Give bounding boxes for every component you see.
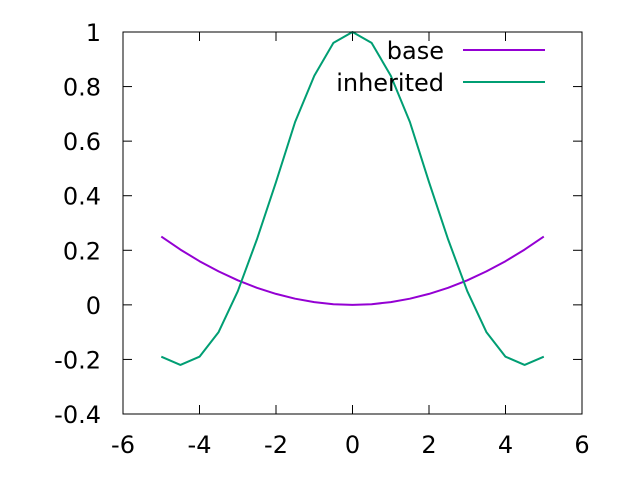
y-tick-label: 0.2: [63, 237, 101, 265]
y-tick-label: 1: [86, 19, 101, 47]
y-tick-label: 0.4: [63, 183, 101, 211]
series-line-base: [160, 235, 545, 306]
x-tick-label: -4: [188, 431, 212, 459]
y-tick-label: 0: [86, 292, 101, 320]
legend-label-base: base: [387, 37, 444, 65]
y-tick-label: -0.4: [54, 401, 101, 429]
x-tick-labels: -6 -4 -2 0 2 4 6: [111, 431, 590, 459]
x-tick-label: -2: [264, 431, 288, 459]
y-tick-label: -0.2: [54, 346, 101, 374]
x-tick-label: -6: [111, 431, 135, 459]
x-tick-label: 2: [421, 431, 436, 459]
y-tick-label: 0.8: [63, 74, 101, 102]
y-tick-label: 0.6: [63, 128, 101, 156]
legend-label-inherited: inherited: [336, 69, 444, 97]
x-tick-label: 6: [574, 431, 589, 459]
x-tick-label: 0: [345, 431, 360, 459]
x-tick-label: 4: [498, 431, 513, 459]
plot-frame: [122, 31, 583, 415]
y-tick-labels: -0.4 -0.2 0 0.2 0.4 0.6 0.8 1: [54, 19, 101, 429]
legend: base inherited: [336, 37, 545, 97]
